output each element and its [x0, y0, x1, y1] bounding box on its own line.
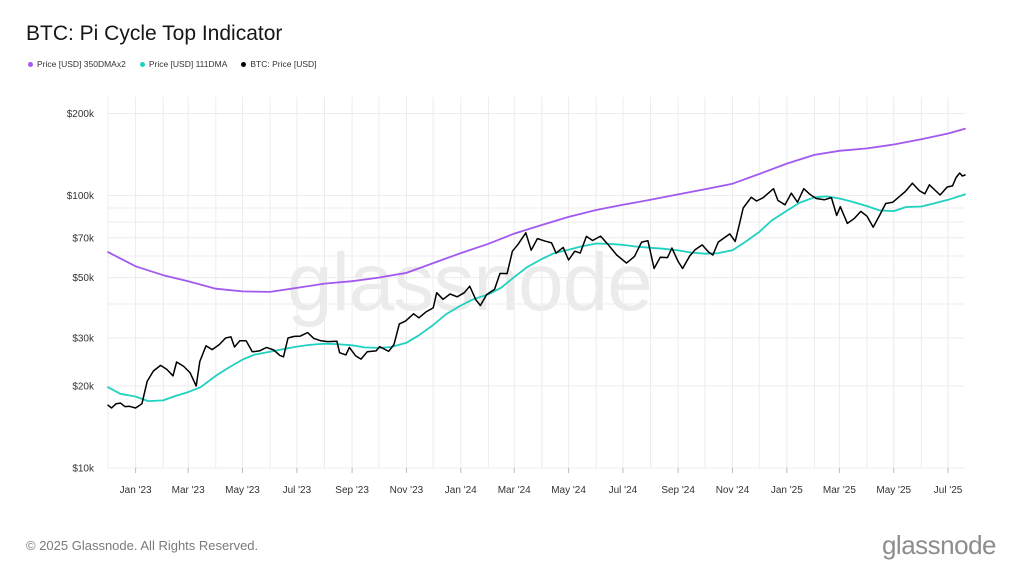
y-axis: $10k $20k $30k $50k $70k $100k $200k [67, 109, 95, 474]
x-tick-label: May '23 [225, 485, 260, 496]
x-tick-label: May '24 [551, 485, 586, 496]
legend-item-111dma[interactable]: Price [USD] 111DMA [139, 59, 228, 69]
legend-swatch-btc-price [241, 61, 247, 67]
chart-title: BTC: Pi Cycle Top Indicator [26, 22, 283, 45]
legend-label-350dmax2: Price [USD] 350DMAx2 [37, 59, 126, 69]
y-tick-label: $70k [72, 233, 95, 244]
y-tick-label: $30k [72, 334, 95, 345]
chart-series [107, 127, 966, 409]
x-tick-label: Nov '24 [716, 485, 750, 496]
x-tick-label: Sep '24 [661, 485, 695, 496]
legend-label-111dma: Price [USD] 111DMA [148, 59, 228, 69]
y-tick-label: $20k [72, 381, 95, 392]
x-tick-label: Jul '24 [609, 485, 638, 496]
x-tick-label: Mar '24 [498, 485, 531, 496]
x-tick-label: Jan '24 [445, 485, 477, 496]
line-350dmax2[interactable] [107, 127, 966, 293]
legend: Price [USD] 350DMAx2 Price [USD] 111DMA … [28, 59, 317, 69]
line-btc-price[interactable] [107, 172, 966, 409]
brand-logo: glassnode [881, 530, 997, 560]
legend-swatch-111dma [139, 61, 145, 67]
watermark: glassnode [287, 237, 653, 328]
line-111dma[interactable] [107, 193, 966, 403]
x-tick-label: Mar '23 [172, 485, 205, 496]
legend-label-btc-price: BTC: Price [USD] [250, 59, 317, 69]
x-tick-label: Jul '25 [934, 485, 963, 496]
x-tick-label: Mar '25 [823, 485, 856, 496]
x-tick-label: Nov '23 [390, 485, 424, 496]
y-tick-label: $100k [67, 191, 95, 202]
copyright-text: © 2025 Glassnode. All Rights Reserved. [26, 538, 259, 553]
legend-item-350dmax2[interactable]: Price [USD] 350DMAx2 [28, 59, 126, 69]
y-tick-label: $10k [72, 464, 95, 475]
x-axis: Jan '23 Mar '23 May '23 Jul '23 Sep '23 Nov '… [120, 468, 963, 496]
y-tick-label: $50k [72, 273, 95, 284]
x-tick-label: Jan '23 [120, 485, 152, 496]
x-tick-label: May '25 [876, 485, 911, 496]
chart-grid [107, 97, 965, 469]
y-tick-label: $200k [67, 109, 95, 120]
legend-swatch-350dmax2 [28, 61, 33, 67]
x-tick-label: Jan '25 [771, 485, 803, 496]
x-tick-label: Sep '23 [335, 485, 369, 496]
x-tick-label: Jul '23 [283, 485, 312, 496]
legend-item-btc-price[interactable]: BTC: Price [USD] [241, 59, 317, 69]
